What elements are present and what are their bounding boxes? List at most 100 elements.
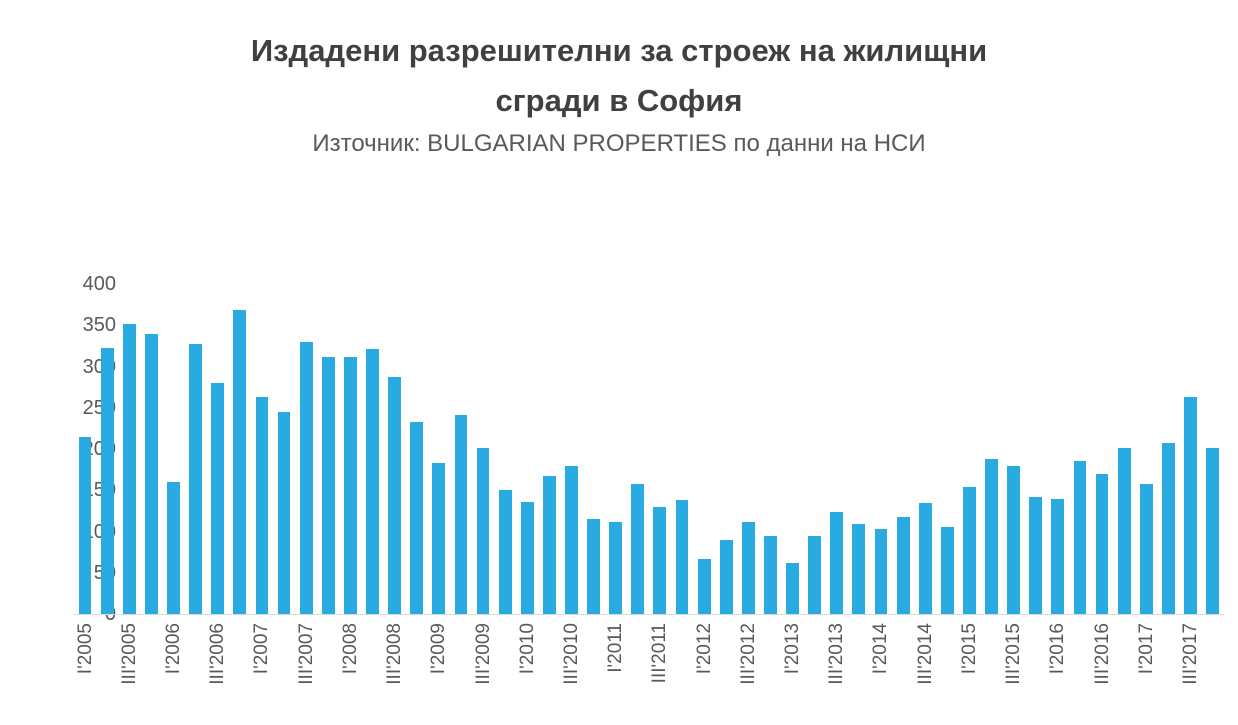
bar (1184, 397, 1197, 614)
bar (741, 521, 755, 614)
bar (122, 323, 136, 614)
bar (189, 344, 202, 614)
x-tick-label: III'2011 (649, 623, 671, 684)
x-label-slot (317, 623, 339, 725)
bar-slot (96, 284, 118, 614)
x-tick-label: III'2015 (1003, 623, 1025, 685)
bar-slot (1135, 284, 1157, 614)
bar-slot (980, 284, 1002, 614)
bar-slot (361, 284, 383, 614)
chart-title: Издадени разрешителни за строеж на жилищ… (0, 26, 1238, 126)
x-label-slot (96, 623, 118, 725)
bar-slot (627, 284, 649, 614)
bar-slot (560, 284, 582, 614)
bar-slot (74, 284, 96, 614)
bar (896, 516, 910, 614)
bar (1007, 466, 1021, 614)
x-label-slot: I'2006 (162, 623, 184, 725)
x-label-slot (1113, 623, 1135, 725)
bar (565, 465, 578, 614)
x-label-slot: I'2011 (605, 623, 627, 725)
bar-slot (384, 284, 406, 614)
bar (321, 356, 335, 614)
x-label-slot: I'2014 (870, 623, 892, 725)
x-label-slot: III'2007 (295, 623, 317, 725)
x-label-slot (406, 623, 428, 725)
x-label-slot (715, 623, 737, 725)
bar (940, 527, 954, 614)
x-axis: I'2005 III'2005 I'2006 III'2006 I'2007 III'20… (74, 623, 1224, 725)
bar-slot (583, 284, 605, 614)
x-tick-label: I'2011 (605, 623, 627, 673)
x-label-slot (140, 623, 162, 725)
bar-slot (1179, 284, 1201, 614)
x-label-slot: I'2007 (251, 623, 273, 725)
y-tick-label: 400 (82, 273, 116, 295)
x-label-slot: III'2017 (1179, 623, 1201, 725)
bar (587, 519, 600, 614)
x-label-slot (892, 623, 914, 725)
bar-slot (295, 284, 317, 614)
x-tick-label: I'2008 (339, 623, 361, 675)
x-tick-label: I'2010 (516, 623, 538, 675)
bar-slot (649, 284, 671, 614)
bar (299, 341, 313, 614)
plot-area (74, 284, 1224, 615)
bar (498, 490, 512, 614)
bar-slot (759, 284, 781, 614)
bar (786, 562, 799, 614)
x-label-slot: I'2017 (1135, 623, 1157, 725)
x-label-slot: III'2011 (649, 623, 671, 725)
x-tick-label: I'2013 (782, 623, 804, 675)
bar (1095, 473, 1109, 614)
bar-slot (162, 284, 184, 614)
bar (675, 500, 689, 614)
bar (697, 558, 711, 614)
x-tick-label: I'2015 (958, 623, 980, 675)
x-label-slot: I'2013 (782, 623, 804, 725)
x-label-slot: III'2010 (560, 623, 582, 725)
bar-slot (1003, 284, 1025, 614)
plot-wrapper: 400350300250200150100500 (74, 274, 1224, 624)
bar-slot (804, 284, 826, 614)
x-tick-label: III'2008 (384, 623, 406, 685)
bar (808, 536, 822, 614)
x-label-slot: III'2008 (384, 623, 406, 725)
bar-slot (715, 284, 737, 614)
bar (255, 397, 269, 614)
x-label-slot: III'2013 (826, 623, 848, 725)
x-label-slot (1069, 623, 1091, 725)
bar-slot (472, 284, 494, 614)
bar (233, 310, 247, 614)
bar (432, 463, 446, 614)
x-label-slot (1157, 623, 1179, 725)
x-label-slot (980, 623, 1002, 725)
x-label-slot (627, 623, 649, 725)
x-label-slot: III'2015 (1003, 623, 1025, 725)
x-label-slot: III'2016 (1091, 623, 1113, 725)
bar (631, 484, 645, 614)
x-label-slot (848, 623, 870, 725)
x-tick-label: III'2017 (1180, 623, 1202, 685)
bar (852, 524, 866, 614)
y-tick-label: 350 (82, 314, 116, 337)
x-tick-label: III'2014 (914, 623, 936, 685)
bar (476, 448, 490, 614)
x-tick-label: III'2013 (826, 623, 848, 685)
bar-slot (892, 284, 914, 614)
x-label-slot (671, 623, 693, 725)
bar-slot (251, 284, 273, 614)
x-label-slot: I'2012 (693, 623, 715, 725)
x-tick-label: I'2009 (428, 623, 450, 675)
bar (1162, 443, 1175, 614)
x-label-slot: I'2010 (516, 623, 538, 725)
bar-slot (936, 284, 958, 614)
bar-chart: 400350300250200150100500 I'2005III'2005I… (12, 274, 1224, 725)
bar (985, 458, 998, 614)
x-label-slot: III'2009 (472, 623, 494, 725)
bar-slot (229, 284, 251, 614)
bar-slot (870, 284, 892, 614)
bar (410, 421, 424, 614)
bar-slot (671, 284, 693, 614)
x-tick-label: III'2016 (1091, 623, 1113, 685)
